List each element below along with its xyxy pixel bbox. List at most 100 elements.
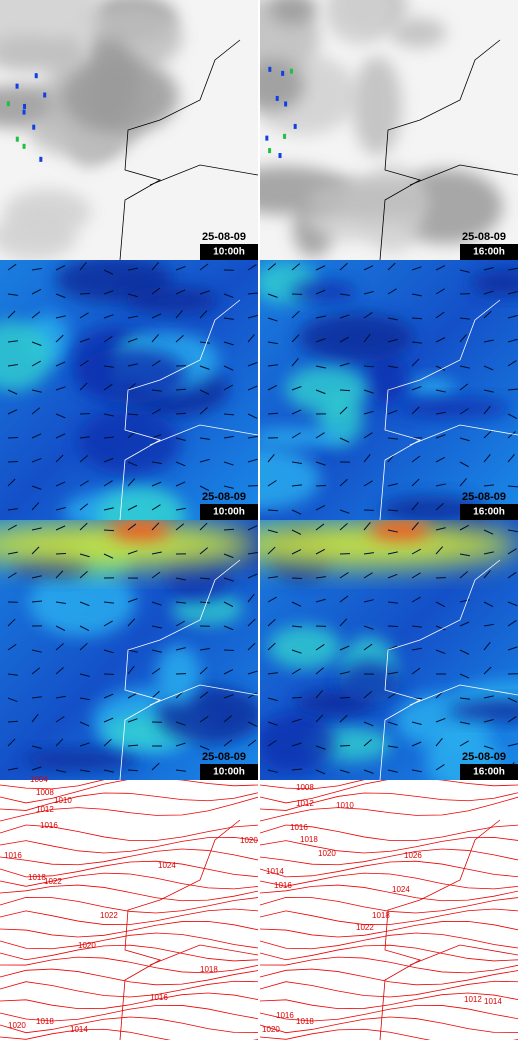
wind-arrow <box>435 601 446 608</box>
time-box <box>200 764 258 780</box>
wind-arrow <box>7 767 18 771</box>
wind-arrow <box>387 745 398 749</box>
wind-arrow <box>223 739 233 747</box>
wind-arrow <box>223 341 234 346</box>
wind-arrow <box>175 266 186 271</box>
wind-field <box>260 426 346 448</box>
wind-arrow <box>363 265 374 271</box>
wind-field <box>268 625 342 669</box>
wind-arrow <box>7 524 17 531</box>
map-panel: 25-08-09 16:00h <box>260 0 518 260</box>
wind-arrow <box>127 338 138 343</box>
wind-arrow <box>339 314 350 319</box>
wind-arrow <box>127 744 139 747</box>
wind-arrow <box>55 643 64 651</box>
wind-arrow <box>55 315 66 319</box>
wind-arrow <box>199 389 210 395</box>
wind-arrow <box>339 769 350 774</box>
wind-arrow <box>127 718 138 723</box>
wind-arrow <box>411 769 422 773</box>
wind-arrow <box>199 547 209 555</box>
isobar-label: 1022 <box>356 923 374 932</box>
wind-field <box>298 312 415 363</box>
wind-arrow <box>151 667 161 675</box>
rain <box>15 83 19 89</box>
wind-arrow <box>483 389 494 393</box>
wind-arrow <box>315 576 326 579</box>
wind-arrow <box>79 436 90 439</box>
wind-arrow <box>7 508 18 511</box>
wind-arrow <box>247 670 258 675</box>
wind-arrow <box>175 769 186 772</box>
isobar <box>0 780 258 804</box>
wind-arrow <box>127 618 136 627</box>
rain <box>289 68 293 74</box>
wind-arrow <box>31 311 41 319</box>
wind-arrow <box>267 317 278 322</box>
isobar <box>0 836 258 854</box>
wind-arrow <box>507 743 518 747</box>
wind-arrow <box>199 407 208 415</box>
wind-arrow <box>223 317 234 320</box>
isobar <box>0 956 258 974</box>
wind-arrow <box>151 690 160 699</box>
wind-arrow <box>267 576 278 579</box>
wind-arrow <box>291 310 300 319</box>
wind-arrow <box>55 769 66 773</box>
wind-arrow <box>175 481 186 487</box>
wind-arrow <box>199 715 209 723</box>
wind-arrow <box>387 692 397 699</box>
wind-arrow <box>339 336 350 343</box>
time-label: 16:00h <box>473 507 505 518</box>
map-panel <box>0 780 258 1040</box>
wind-arrow <box>387 262 396 271</box>
wind-arrow <box>79 360 89 367</box>
wind-arrow <box>483 453 491 463</box>
wind-arrow <box>387 573 398 579</box>
wind-arrow <box>151 481 162 487</box>
wind-arrow <box>127 665 135 675</box>
wind-arrow <box>79 292 91 295</box>
wind-arrow <box>151 625 162 629</box>
wind-arrow <box>339 293 350 296</box>
wind-arrow <box>127 598 138 603</box>
wind-field <box>28 567 136 637</box>
rain <box>43 92 47 98</box>
wind-arrow <box>199 648 210 651</box>
wind-field <box>124 285 219 315</box>
wind-field <box>0 321 53 391</box>
isobar-label: 1020 <box>318 849 336 858</box>
wind-arrow <box>291 768 303 771</box>
wind-arrow <box>31 360 41 367</box>
wind-arrow <box>291 263 301 271</box>
wind-arrow <box>31 713 39 723</box>
wind-arrow <box>387 625 399 628</box>
wind-arrow <box>411 596 421 603</box>
wind-arrow <box>31 600 43 603</box>
cloud <box>389 17 447 48</box>
wind-arrow <box>411 721 422 725</box>
wind-arrow <box>223 528 235 531</box>
wind-arrow <box>291 357 299 367</box>
wind-arrow <box>363 625 374 630</box>
wind-arrow <box>151 461 162 465</box>
wind-arrow <box>55 738 64 747</box>
wind-arrow <box>223 669 234 675</box>
isobar <box>260 1016 518 1034</box>
wind-arrow <box>199 437 210 440</box>
wind-arrow <box>363 453 371 463</box>
wind-arrow <box>507 314 518 319</box>
wind-arrow <box>339 362 350 367</box>
wind-arrow <box>103 717 114 723</box>
coastline <box>409 684 518 706</box>
wind-arrow <box>7 340 18 343</box>
jet <box>0 523 258 567</box>
wind-arrow <box>459 269 470 273</box>
isobar-label: 1018 <box>296 1017 314 1026</box>
wind-arrow <box>387 529 398 533</box>
isobar <box>260 921 518 938</box>
wind-arrow <box>411 358 420 367</box>
wind-arrow <box>363 389 374 394</box>
wind-arrow <box>339 262 348 271</box>
wind-arrow <box>223 384 233 391</box>
